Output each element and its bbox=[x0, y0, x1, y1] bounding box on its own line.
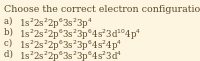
Text: c): c) bbox=[4, 39, 18, 48]
Text: a): a) bbox=[4, 17, 18, 26]
Text: 1s$^2$2s$^2$2p$^6$3s$^2$3p$^6$4s$^2$4p$^4$: 1s$^2$2s$^2$2p$^6$3s$^2$3p$^6$4s$^2$4p$^… bbox=[19, 39, 122, 53]
Text: 1s$^2$2s$^2$2p$^6$3s$^2$3p$^6$4s$^2$3d$^{10}$4p$^4$: 1s$^2$2s$^2$2p$^6$3s$^2$3p$^6$4s$^2$3d$^… bbox=[19, 28, 141, 42]
Text: Choose the correct electron configuration for Se.: Choose the correct electron configuratio… bbox=[4, 5, 200, 14]
Text: 1s$^2$2s$^2$2p$^6$3s$^2$3p$^4$: 1s$^2$2s$^2$2p$^6$3s$^2$3p$^4$ bbox=[19, 17, 93, 31]
Text: 1s$^2$2s$^2$2p$^6$3s$^2$3p$^6$4s$^2$3d$^4$: 1s$^2$2s$^2$2p$^6$3s$^2$3p$^6$4s$^2$3d$^… bbox=[19, 50, 122, 61]
Text: b): b) bbox=[4, 28, 18, 37]
Text: d): d) bbox=[4, 50, 18, 59]
